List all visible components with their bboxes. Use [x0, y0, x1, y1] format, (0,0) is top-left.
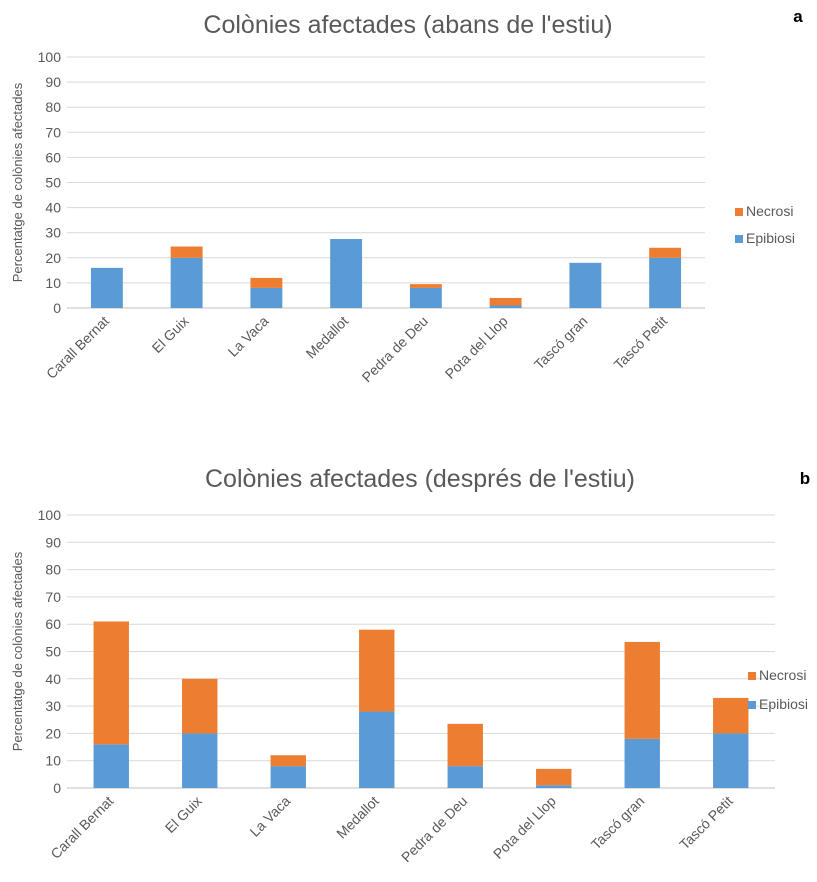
bar-epibiosi-carall-bernat	[90, 267, 123, 308]
x-tick-label: Pota del Llop	[442, 313, 511, 382]
y-tick-label: 10	[45, 275, 61, 291]
bar-epibiosi-medallot	[359, 711, 395, 788]
y-tick-label: 70	[45, 589, 61, 605]
y-tick-label: 100	[38, 49, 62, 65]
x-tick-label: El Guix	[162, 793, 205, 836]
y-tick-label: 100	[38, 507, 62, 523]
bar-epibiosi-tascó-gran	[569, 262, 602, 308]
legend-label-necrosi: Necrosi	[746, 203, 793, 219]
y-tick-label: 10	[45, 753, 61, 769]
x-tick-label: La Vaca	[246, 793, 293, 840]
y-tick-label: 30	[45, 225, 61, 241]
bar-epibiosi-la-vaca	[250, 287, 283, 308]
x-tick-label: Carall Bernat	[47, 793, 116, 862]
panel-label: b	[800, 469, 810, 488]
y-tick-label: 20	[45, 725, 61, 741]
legend-label-necrosi: Necrosi	[759, 667, 806, 683]
bar-epibiosi-pedra-de-deu	[447, 766, 483, 788]
x-tick-label: Medallot	[333, 793, 382, 842]
bar-epibiosi-la-vaca	[270, 766, 306, 788]
y-tick-label: 30	[45, 698, 61, 714]
bar-epibiosi-tascó-gran	[624, 738, 660, 788]
y-tick-label: 50	[45, 644, 61, 660]
bar-epibiosi-pedra-de-deu	[409, 287, 442, 308]
y-tick-label: 40	[45, 671, 61, 687]
y-tick-label: 60	[45, 616, 61, 632]
chart-title: Colònies afectades (abans de l'estiu)	[203, 11, 612, 39]
bar-necrosi-pedra-de-deu	[447, 723, 483, 767]
bar-epibiosi-carall-bernat	[93, 744, 129, 788]
bar-epibiosi-el-guix	[170, 257, 203, 308]
y-tick-label: 50	[45, 175, 61, 191]
bar-necrosi-la-vaca	[270, 755, 306, 767]
x-tick-label: Pedra de Deu	[398, 793, 470, 865]
x-tick-label: Medallot	[303, 313, 352, 362]
bar-necrosi-pota-del-llop	[489, 297, 522, 306]
bar-necrosi-tascó-petit	[649, 247, 682, 258]
y-axis-label: Percentatge de colònies afectades	[10, 82, 25, 282]
y-tick-label: 60	[45, 149, 61, 165]
x-tick-label: Tascó Petit	[676, 793, 736, 853]
bar-necrosi-medallot	[359, 629, 395, 712]
legend-swatch-epibiosi	[735, 235, 743, 243]
bar-necrosi-tascó-gran	[624, 641, 660, 739]
legend-swatch-epibiosi	[748, 701, 756, 709]
x-tick-label: Pota del Llop	[490, 793, 559, 862]
x-tick-label: Tascó Petit	[611, 313, 671, 373]
y-tick-label: 0	[53, 780, 61, 796]
y-tick-label: 90	[45, 534, 61, 550]
bar-necrosi-pota-del-llop	[536, 768, 572, 786]
bar-epibiosi-el-guix	[182, 733, 218, 788]
chart-panel-a: Colònies afectades (abans de l'estiu) a 0 1…	[10, 7, 803, 385]
y-tick-label: 80	[45, 99, 61, 115]
y-tick-label: 70	[45, 124, 61, 140]
panel-label: a	[793, 7, 803, 26]
chart-title: Colònies afectades (després de l'estiu)	[205, 465, 635, 493]
bar-necrosi-carall-bernat	[93, 621, 129, 745]
y-tick-label: 20	[45, 250, 61, 266]
y-tick-label: 0	[53, 300, 61, 316]
chart-panel-b: Colònies afectades (després de l'estiu) b…	[10, 465, 810, 865]
legend-swatch-necrosi	[748, 672, 756, 680]
y-tick-label: 40	[45, 200, 61, 216]
bar-necrosi-la-vaca	[250, 277, 283, 288]
x-tick-label: Tascó gran	[531, 313, 591, 373]
y-tick-label: 80	[45, 562, 61, 578]
x-tick-label: Carall Bernat	[43, 313, 112, 382]
legend-swatch-necrosi	[735, 208, 743, 216]
bar-epibiosi-pota-del-llop	[536, 785, 572, 788]
x-tick-label: Tascó gran	[588, 793, 648, 853]
bar-necrosi-el-guix	[170, 246, 203, 258]
bar-epibiosi-tascó-petit	[713, 733, 749, 788]
x-tick-label: Pedra de Deu	[359, 313, 431, 385]
bar-necrosi-el-guix	[182, 678, 218, 734]
x-tick-label: La Vaca	[225, 313, 272, 360]
bar-epibiosi-pota-del-llop	[489, 305, 522, 308]
legend-label-epibiosi: Epibiosi	[759, 696, 808, 712]
x-tick-label: El Guix	[149, 313, 192, 356]
bar-epibiosi-medallot	[330, 238, 363, 308]
bar-epibiosi-tascó-petit	[649, 257, 682, 308]
bar-necrosi-pedra-de-deu	[409, 284, 442, 288]
bar-necrosi-tascó-petit	[713, 697, 749, 734]
y-axis-label: Percentatge de colònies afectades	[10, 551, 25, 751]
legend-label-epibiosi: Epibiosi	[746, 230, 795, 246]
y-tick-label: 90	[45, 74, 61, 90]
